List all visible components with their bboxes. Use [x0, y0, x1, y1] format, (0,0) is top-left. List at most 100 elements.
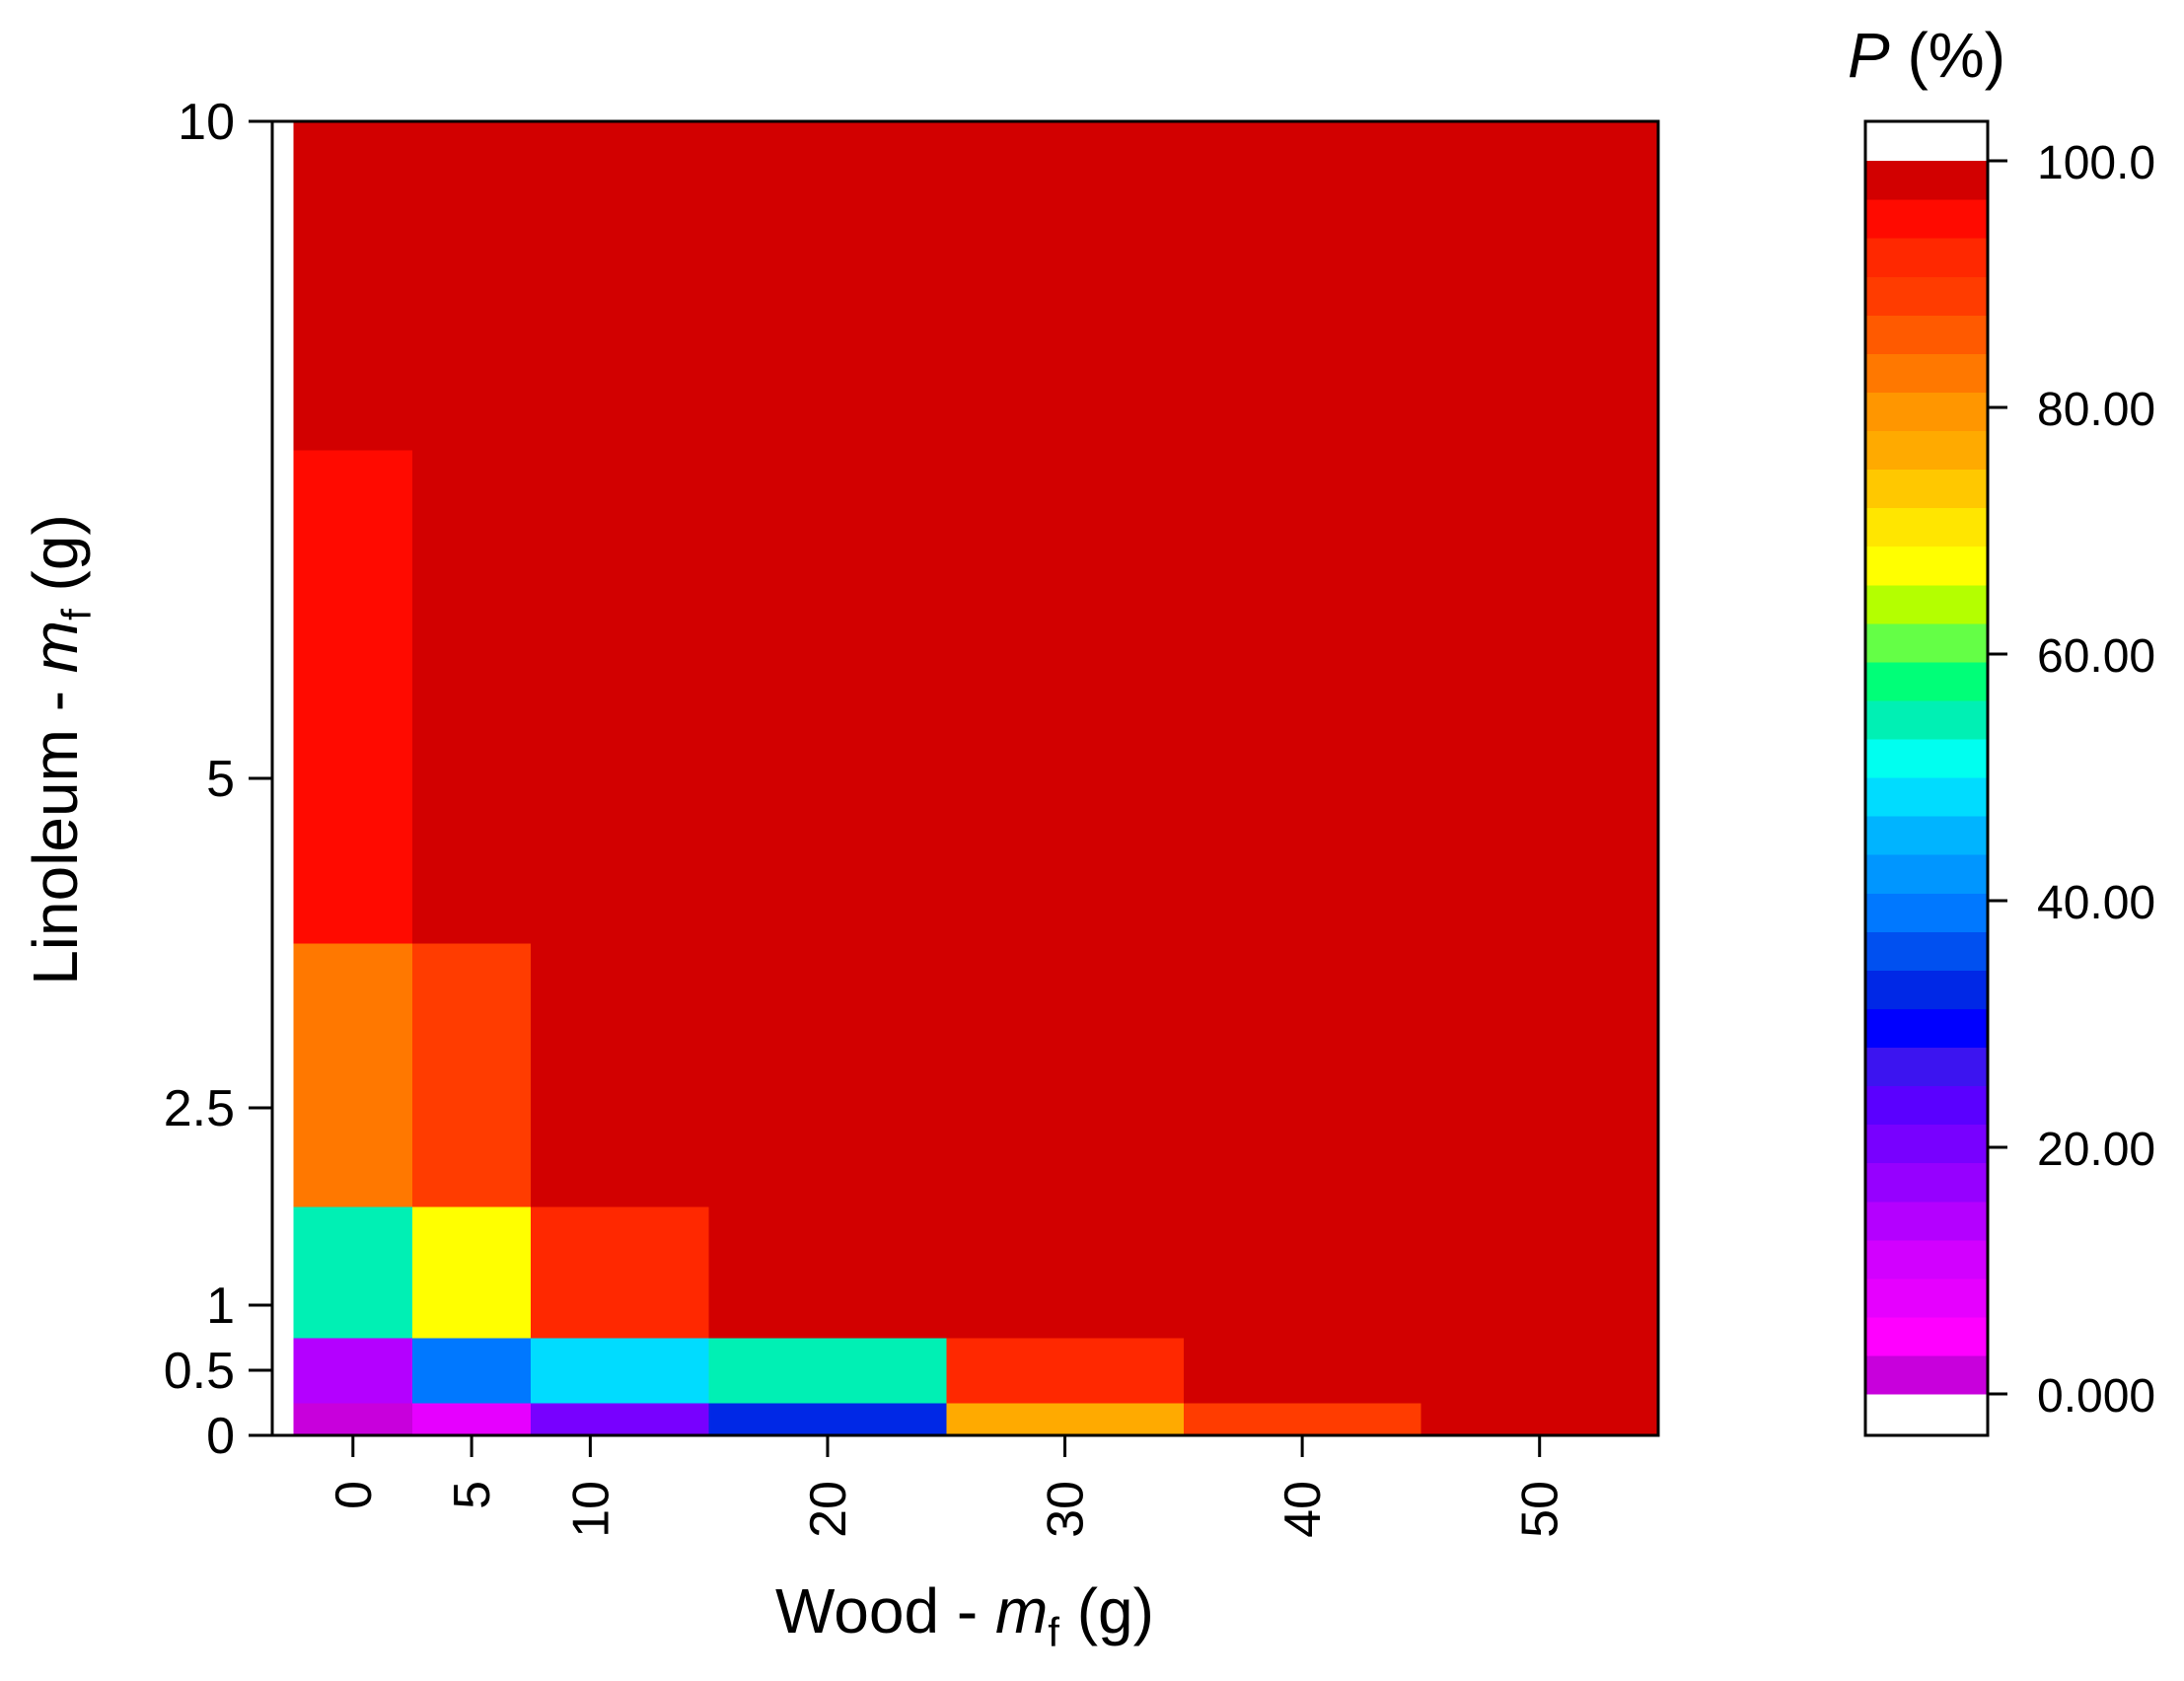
heatmap-cell	[708, 450, 947, 944]
y-tick-label: 2.5	[164, 1080, 235, 1137]
colorbar-band	[1865, 931, 1988, 971]
y-tick-label: 0	[206, 1408, 235, 1465]
colorbar-band	[1865, 777, 1988, 817]
heatmap-cell	[1420, 1403, 1659, 1436]
y-tick-label: 0.5	[164, 1343, 235, 1400]
heatmap-cell	[1183, 1206, 1422, 1339]
colorbar-tick-label: 40.00	[2037, 877, 2155, 929]
colorbar-band	[1865, 392, 1988, 432]
colorbar-ticks: 0.000 20.00 40.00 60.00 80.00 100.0	[1988, 137, 2155, 1423]
colorbar-band	[1865, 238, 1988, 277]
heatmap-cell	[1420, 1206, 1659, 1339]
heatmap-cell	[946, 450, 1185, 944]
colorbar-band	[1865, 893, 1988, 932]
colorbar-band	[1865, 1239, 1988, 1279]
colorbar-title: P (%)	[1848, 20, 2005, 91]
heatmap-cell	[293, 121, 413, 451]
colorbar-tick-label: 0.000	[2037, 1370, 2155, 1423]
heatmap-cell	[411, 1403, 532, 1436]
colorbar-tick-label: 60.00	[2037, 630, 2155, 683]
x-tick-label: 50	[1512, 1481, 1569, 1538]
colorbar-band	[1865, 1085, 1988, 1126]
colorbar-band	[1865, 1201, 1988, 1241]
heatmap-cell	[1183, 121, 1422, 451]
heatmap-cell	[708, 943, 947, 1207]
x-axis: 0 5 10 20 30 40 50	[326, 1435, 1569, 1538]
colorbar-band	[1865, 546, 1988, 586]
heatmap-cell	[1420, 943, 1659, 1207]
heatmap-cell	[411, 1206, 532, 1339]
heatmap-cell	[531, 121, 710, 451]
heatmap-cell	[946, 943, 1185, 1207]
colorbar-bands	[1865, 161, 1988, 1395]
heatmap-cell	[708, 1206, 947, 1339]
heatmap-cell	[531, 943, 710, 1207]
colorbar-band	[1865, 469, 1988, 509]
heatmap-cell	[531, 1206, 710, 1339]
x-tick-label: 20	[800, 1481, 857, 1538]
colorbar-band	[1865, 161, 1988, 200]
colorbar: 0.000 20.00 40.00 60.00 80.00 100.0 P (%)	[1848, 20, 2155, 1437]
heatmap-cell	[946, 1403, 1185, 1436]
colorbar-tick-label: 100.0	[2037, 137, 2155, 189]
x-axis-label: Wood - mf (g)	[775, 1575, 1154, 1655]
heatmap-cell	[531, 450, 710, 944]
colorbar-band	[1865, 622, 1988, 663]
colorbar-frame	[1863, 119, 1990, 1437]
heatmap-cell	[708, 1403, 947, 1436]
x-tick-label: 5	[444, 1481, 501, 1509]
colorbar-band	[1865, 199, 1988, 239]
heatmap-cell	[411, 1338, 532, 1404]
heatmap-cell	[293, 1206, 413, 1339]
colorbar-band	[1865, 1316, 1988, 1356]
colorbar-band	[1865, 699, 1988, 740]
heatmap-cell	[531, 1338, 710, 1404]
colorbar-band	[1865, 1047, 1988, 1087]
heatmap-cell	[708, 1338, 947, 1404]
colorbar-band	[1865, 430, 1988, 471]
colorbar-band	[1865, 1124, 1988, 1164]
colorbar-band	[1865, 738, 1988, 778]
heatmap-cell	[1183, 1338, 1422, 1404]
colorbar-band	[1865, 507, 1988, 548]
heatmap-cell	[293, 943, 413, 1207]
colorbar-band	[1865, 584, 1988, 624]
heatmap-cell	[531, 1403, 710, 1436]
colorbar-band	[1865, 1278, 1988, 1318]
heatmap-cell	[946, 121, 1185, 451]
heatmap-cell	[1420, 121, 1659, 451]
y-axis: 0 0.5 1 2.5 5 10	[164, 94, 272, 1465]
y-tick-label: 10	[178, 94, 235, 151]
colorbar-band	[1865, 1008, 1988, 1049]
heatmap-cell	[1420, 450, 1659, 944]
colorbar-tick-label: 20.00	[2037, 1124, 2155, 1176]
colorbar-tick-label: 80.00	[2037, 384, 2155, 436]
y-axis-label: Linoleum - mf (g)	[20, 514, 100, 986]
heatmap-cell	[1420, 1338, 1659, 1404]
colorbar-band	[1865, 816, 1988, 855]
heatmap-cells	[293, 121, 1659, 1436]
colorbar-band	[1865, 970, 1988, 1009]
colorbar-band	[1865, 315, 1988, 354]
heatmap-cell	[411, 943, 532, 1207]
colorbar-band	[1865, 661, 1988, 701]
colorbar-band	[1865, 1354, 1988, 1395]
y-tick-label: 1	[206, 1278, 235, 1335]
colorbar-band	[1865, 1162, 1988, 1203]
heatmap-cell	[946, 1206, 1185, 1339]
colorbar-band	[1865, 854, 1988, 894]
heatmap-cell	[411, 121, 532, 451]
heatmap-cell	[708, 121, 947, 451]
heatmap-cell	[1183, 450, 1422, 944]
x-tick-label: 30	[1038, 1481, 1095, 1538]
heatmap-cell	[293, 450, 413, 944]
heatmap-cell	[946, 1338, 1185, 1404]
x-tick-label: 0	[326, 1481, 383, 1509]
heatmap-cell	[293, 1338, 413, 1404]
x-tick-label: 10	[562, 1481, 619, 1538]
x-tick-label: 40	[1274, 1481, 1332, 1538]
heatmap-cell	[411, 450, 532, 944]
colorbar-band	[1865, 276, 1988, 316]
heatmap-cell	[293, 1403, 413, 1436]
